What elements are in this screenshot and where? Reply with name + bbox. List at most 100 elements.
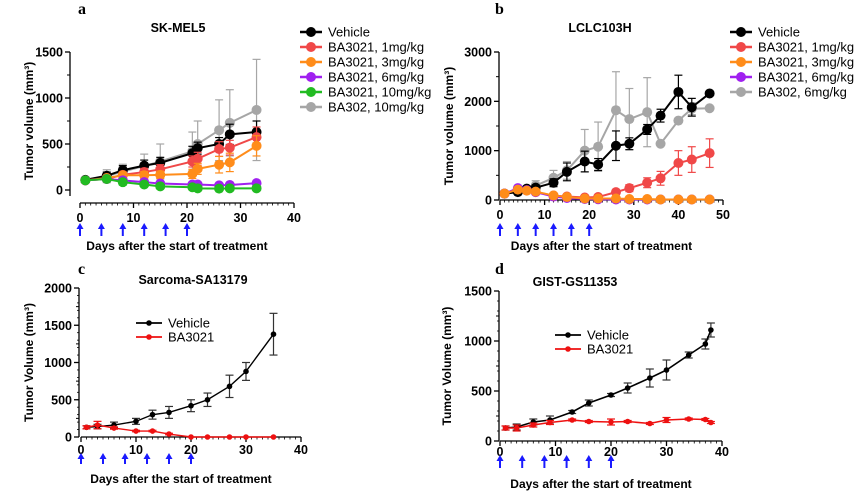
data-point	[686, 102, 697, 113]
dosing-arrow-head-icon	[76, 223, 84, 229]
dosing-arrow-head-icon	[99, 453, 107, 459]
legend-label: BA3021	[168, 330, 214, 345]
dosing-arrow-head-icon	[563, 455, 571, 461]
x-tick-label: 40	[715, 445, 729, 459]
data-point	[117, 177, 128, 188]
data-point	[642, 124, 653, 135]
y-tick-label: 1000	[464, 144, 492, 158]
data-point	[139, 179, 150, 190]
dosing-arrow-head-icon	[518, 455, 526, 461]
data-point	[80, 175, 91, 186]
dosing-arrow-head-icon	[532, 223, 540, 229]
data-point	[647, 420, 653, 427]
x-axis-label: Days after the start of treatment	[510, 477, 691, 491]
data-point	[251, 140, 262, 151]
y-axis-label: Tumor Volume (mm³)	[440, 307, 454, 426]
panel-a: a SK-MEL5 0 500 1000 1500 0 10 20 30 40 Days after …	[22, 1, 431, 253]
data-point	[149, 428, 156, 434]
data-point	[94, 422, 101, 428]
y-tick-label: 3000	[464, 46, 492, 60]
data-point	[214, 183, 225, 194]
data-point	[708, 419, 714, 426]
x-tick-label: 0	[78, 443, 85, 457]
series-ba3021-10mg-kg	[80, 173, 262, 194]
data-point	[192, 143, 203, 154]
data-point	[204, 434, 211, 440]
legend-label: BA3021, 3mg/kg	[758, 55, 854, 70]
data-point	[111, 425, 117, 431]
data-point	[608, 392, 614, 398]
x-tick-label: 30	[627, 208, 641, 222]
y-tick-label: 2000	[464, 95, 492, 109]
x-tick-label: 20	[184, 443, 198, 457]
data-point	[673, 86, 684, 97]
data-point	[547, 419, 553, 426]
panel-letter: a	[78, 1, 86, 18]
data-point	[569, 417, 575, 423]
legend-label: BA3021, 1mg/kg	[328, 40, 424, 55]
data-point	[226, 434, 233, 440]
series-line	[85, 144, 258, 182]
legend-marker	[306, 102, 316, 112]
x-tick-label: 0	[77, 211, 84, 225]
data-point	[530, 186, 541, 197]
legend-label: BA3021, 6mg/kg	[758, 70, 854, 85]
data-point	[673, 194, 684, 205]
legend-marker	[146, 320, 152, 326]
panel-b: b LCLC103H 0 1000 2000 3000 0 10 20 30 40 50 Days af…	[442, 1, 854, 253]
data-point	[166, 409, 172, 416]
data-point	[686, 154, 697, 165]
data-point	[704, 103, 715, 114]
series-vehicle	[499, 74, 715, 199]
data-point	[642, 177, 653, 188]
dosing-arrow-head-icon	[162, 223, 170, 229]
legend-label: BA302, 6mg/kg	[758, 85, 847, 100]
data-point	[704, 88, 715, 99]
data-point	[204, 396, 211, 403]
dosing-arrow-head-icon	[165, 453, 173, 459]
series-line	[85, 131, 257, 181]
data-point	[224, 117, 235, 128]
data-point	[270, 331, 277, 337]
x-tick-label: 30	[234, 211, 248, 225]
legend-label: BA3021, 3mg/kg	[328, 55, 424, 70]
data-point	[83, 424, 90, 431]
data-point	[251, 104, 262, 115]
x-tick-label: 10	[538, 208, 552, 222]
data-point	[704, 194, 715, 205]
x-tick-label: 10	[129, 443, 143, 457]
dosing-arrow-head-icon	[496, 223, 504, 229]
data-point	[561, 192, 572, 203]
x-tick-label: 20	[604, 445, 618, 459]
y-tick-label: 500	[42, 138, 63, 152]
panel-letter: b	[495, 1, 504, 18]
data-point	[642, 107, 653, 118]
data-point	[586, 400, 592, 406]
data-point	[188, 434, 194, 440]
data-point	[655, 194, 666, 205]
chart-title: Sarcoma-SA13179	[138, 273, 247, 287]
legend-label: BA3021, 6mg/kg	[328, 70, 424, 85]
series-ba3021	[82, 420, 277, 440]
data-point	[155, 169, 166, 180]
data-point	[624, 138, 635, 149]
y-tick-label: 1500	[35, 46, 63, 60]
data-point	[655, 173, 666, 184]
data-point	[624, 183, 635, 194]
y-tick-label: 0	[485, 194, 492, 208]
data-point	[624, 114, 635, 125]
data-point	[214, 125, 225, 136]
data-point	[192, 153, 203, 164]
data-point	[192, 163, 203, 174]
dosing-arrow-head-icon	[585, 455, 593, 461]
y-tick-label: 2000	[44, 282, 72, 296]
x-axis-label: Days after the start of treatment	[90, 472, 271, 486]
data-point	[610, 105, 621, 116]
dosing-arrow-head-icon	[97, 223, 105, 229]
y-tick-label: 0	[485, 435, 492, 449]
x-tick-label: 20	[582, 208, 596, 222]
y-tick-label: 0	[56, 184, 63, 198]
dosing-arrow-head-icon	[514, 223, 522, 229]
data-point	[502, 425, 509, 431]
data-point	[685, 352, 692, 358]
